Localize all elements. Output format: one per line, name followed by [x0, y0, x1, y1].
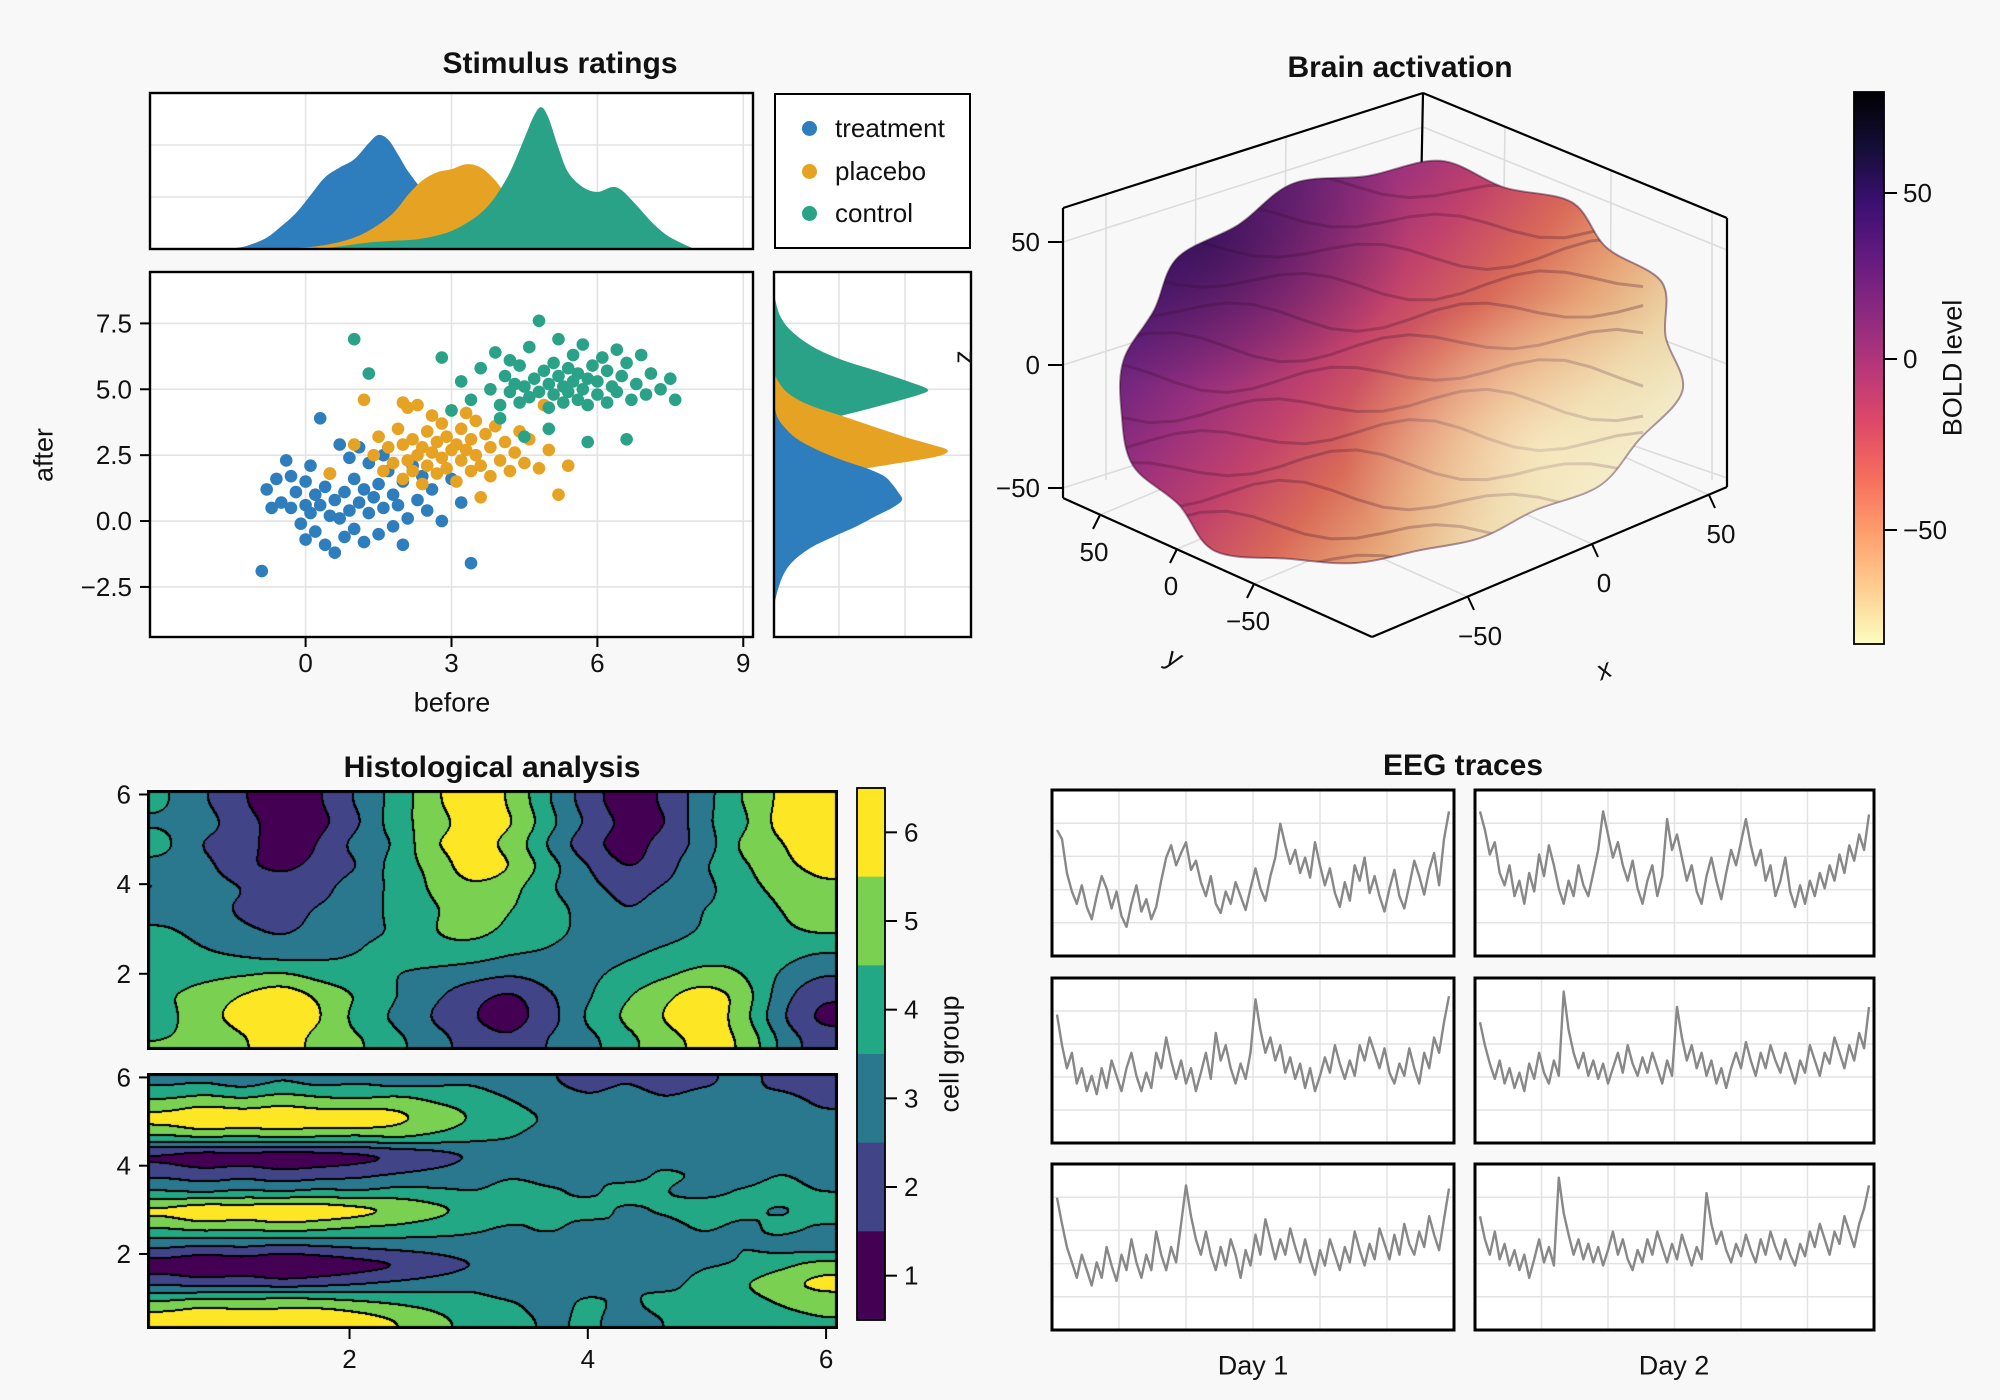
svg-text:0: 0	[1597, 568, 1611, 598]
stimulus-legend: treatment placebo control	[774, 93, 971, 249]
eeg-subplot-r1c2	[1473, 788, 1876, 958]
legend-marker-placebo	[802, 163, 817, 179]
histology-colorbar-band	[857, 788, 885, 878]
brain-panel: 50 0 −50 50 0 −50 −50 0 50 50 0 −50	[996, 91, 1947, 651]
legend-item-treatment: treatment	[802, 113, 969, 144]
histology-colorbar-band	[857, 1142, 885, 1232]
histology-colorbar-band	[857, 876, 885, 966]
eeg-trace	[1478, 810, 1871, 909]
svg-text:5.0: 5.0	[96, 374, 132, 404]
svg-text:6: 6	[117, 779, 131, 809]
svg-text:3: 3	[444, 648, 458, 678]
svg-text:0: 0	[1026, 350, 1040, 380]
eeg-col-label-day1: Day 1	[1217, 1350, 1289, 1381]
density-y-placebo	[774, 373, 948, 543]
svg-text:−50: −50	[1903, 515, 1947, 545]
brain-surface	[1118, 159, 1685, 565]
brain-colorbar-label: BOLD level	[1937, 299, 1968, 437]
eeg-subplot-r3c2	[1473, 1162, 1876, 1332]
eeg-trace	[1055, 995, 1451, 1096]
svg-text:50: 50	[1707, 519, 1736, 549]
svg-text:4: 4	[904, 995, 918, 1025]
density-y-control	[774, 294, 929, 490]
legend-item-control: control	[802, 198, 969, 229]
svg-text:6: 6	[904, 817, 918, 847]
eeg-subplot-r3c1	[1050, 1162, 1456, 1332]
svg-text:0: 0	[298, 648, 312, 678]
eeg-col-label-day2: Day 2	[1638, 1350, 1710, 1381]
eeg-trace	[1055, 1184, 1451, 1287]
svg-text:0: 0	[1903, 344, 1917, 374]
svg-text:2: 2	[117, 959, 131, 989]
svg-text:4: 4	[117, 869, 131, 899]
eeg-title: EEG traces	[1382, 749, 1544, 782]
legend-marker-treatment	[802, 120, 817, 136]
histology-panel: 2 2 4 4 6 6 2 4 6 1 2 3 4 5 6	[117, 779, 919, 1374]
legend-label-control: control	[835, 198, 914, 229]
eeg-panel	[1050, 788, 1876, 1332]
svg-text:−50: −50	[1458, 621, 1502, 651]
svg-text:−2.5: −2.5	[81, 572, 132, 602]
svg-text:2.5: 2.5	[96, 440, 132, 470]
legend-label-placebo: placebo	[835, 155, 927, 186]
svg-text:−50: −50	[996, 473, 1040, 503]
svg-text:6: 6	[819, 1344, 833, 1374]
brain-title: Brain activation	[1287, 51, 1513, 84]
histology-colorbar-band	[857, 965, 885, 1055]
legend-item-placebo: placebo	[802, 156, 969, 187]
histology-colorbar-label: cell group	[934, 995, 965, 1113]
svg-text:50: 50	[1080, 537, 1109, 567]
density-y-treatment	[774, 405, 903, 606]
svg-text:5: 5	[904, 906, 918, 936]
scatter-points-placebo	[323, 393, 575, 504]
stimulus-ylabel: after	[28, 427, 59, 483]
svg-text:2: 2	[904, 1172, 918, 1202]
stimulus-marginal-label: z	[947, 350, 978, 364]
svg-text:0: 0	[1164, 571, 1178, 601]
histology-colorbar-band	[857, 1231, 885, 1321]
eeg-trace	[1478, 990, 1871, 1093]
stimulus-panel: 0 3 6 9 −2.5 0.0 2.5 5.0 7.5	[81, 91, 973, 678]
svg-text:0.0: 0.0	[96, 506, 132, 536]
scatter-points-control	[347, 314, 682, 449]
stimulus-xlabel: before	[413, 687, 491, 718]
svg-text:1: 1	[904, 1261, 918, 1291]
eeg-subplot-r2c1	[1050, 976, 1456, 1145]
svg-text:4: 4	[581, 1344, 595, 1374]
marginal-density-x	[227, 107, 695, 249]
marginal-density-y	[774, 294, 948, 606]
svg-text:6: 6	[590, 648, 604, 678]
density-x-control	[320, 107, 695, 249]
contour-plot-bottom	[147, 1073, 838, 1329]
svg-text:9: 9	[736, 648, 750, 678]
legend-marker-control	[802, 206, 817, 222]
eeg-subplot-r1c1	[1050, 788, 1456, 958]
histology-title: Histological analysis	[343, 751, 641, 784]
svg-text:50: 50	[1903, 178, 1932, 208]
svg-text:2: 2	[342, 1344, 356, 1374]
legend-label-treatment: treatment	[835, 112, 945, 143]
svg-text:3: 3	[904, 1083, 918, 1113]
svg-text:6: 6	[117, 1062, 131, 1092]
eeg-subplot-r2c2	[1473, 976, 1876, 1145]
contour-plot-top	[147, 790, 838, 1050]
svg-text:7.5: 7.5	[96, 308, 132, 338]
density-x-treatment	[227, 134, 540, 249]
svg-text:4: 4	[117, 1151, 131, 1181]
brain-colorbar	[1853, 91, 1885, 645]
histology-colorbar-band	[857, 1054, 885, 1144]
svg-text:−50: −50	[1226, 606, 1270, 636]
eeg-trace	[1055, 811, 1451, 929]
stimulus-title: Stimulus ratings	[442, 47, 678, 80]
eeg-trace	[1478, 1176, 1871, 1280]
svg-text:2: 2	[117, 1239, 131, 1269]
svg-text:50: 50	[1011, 227, 1040, 257]
